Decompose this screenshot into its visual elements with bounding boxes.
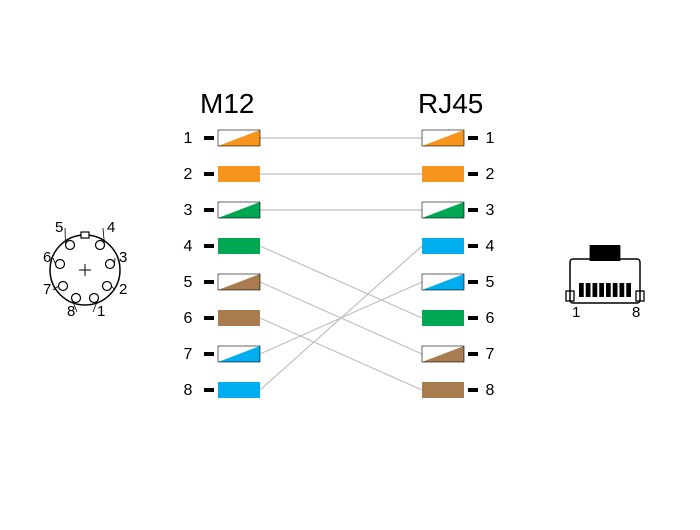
rj45-pin1-label: 1 (572, 304, 580, 321)
dash (204, 352, 214, 356)
wire-line (260, 318, 422, 390)
right-title: RJ45 (418, 88, 483, 120)
rj45-pin-number: 7 (486, 346, 495, 363)
m12-pin-number: 7 (184, 346, 193, 363)
rj45-pin-number: 3 (486, 202, 495, 219)
m12-pin-number: 1 (184, 130, 193, 147)
left-title: M12 (200, 88, 254, 120)
dash (468, 280, 478, 284)
dash (204, 172, 214, 176)
m12-pin-number: 2 (184, 166, 193, 183)
dash (468, 208, 478, 212)
m12-connector-pin-label: 5 (55, 219, 63, 236)
dash (468, 172, 478, 176)
rj45-pin-number: 6 (486, 310, 495, 327)
dash (468, 316, 478, 320)
dash (204, 316, 214, 320)
rj45-connector-icon: 18 (566, 245, 644, 321)
rj45-pin-number: 8 (486, 382, 495, 399)
rj45-pin-number: 4 (486, 238, 495, 255)
rj45-pin-number: 2 (486, 166, 495, 183)
wire-line (260, 246, 422, 318)
dash (468, 352, 478, 356)
m12-connector-pin-label: 7 (43, 281, 51, 298)
m12-pin-number: 3 (184, 202, 193, 219)
wiring-diagram: 12345678123456785463728118 (0, 0, 700, 530)
m12-connector-pin-label: 4 (107, 219, 115, 236)
dash (204, 280, 214, 284)
dash (204, 388, 214, 392)
dash (468, 388, 478, 392)
dash (468, 136, 478, 140)
m12-connector-icon: 5 4 6 3 7 2 8 1 (43, 219, 127, 320)
rj45-pin-number: 1 (486, 130, 495, 147)
m12-pin-number: 4 (184, 238, 193, 255)
dash (204, 136, 214, 140)
wire-line (260, 246, 422, 390)
dash (468, 244, 478, 248)
rj45-pin8-label: 8 (632, 304, 640, 321)
m12-connector-pin-label: 1 (97, 303, 105, 320)
m12-connector-pin-label: 6 (43, 249, 51, 266)
rj45-pin-number: 5 (486, 274, 495, 291)
m12-connector-pin-label: 8 (67, 303, 75, 320)
dash (204, 208, 214, 212)
m12-connector-pin-label: 3 (119, 249, 127, 266)
m12-pin-number: 6 (184, 310, 193, 327)
dash (204, 244, 214, 248)
m12-connector-pin-label: 2 (119, 281, 127, 298)
m12-pin-number: 8 (184, 382, 193, 399)
m12-pin-number: 5 (184, 274, 193, 291)
